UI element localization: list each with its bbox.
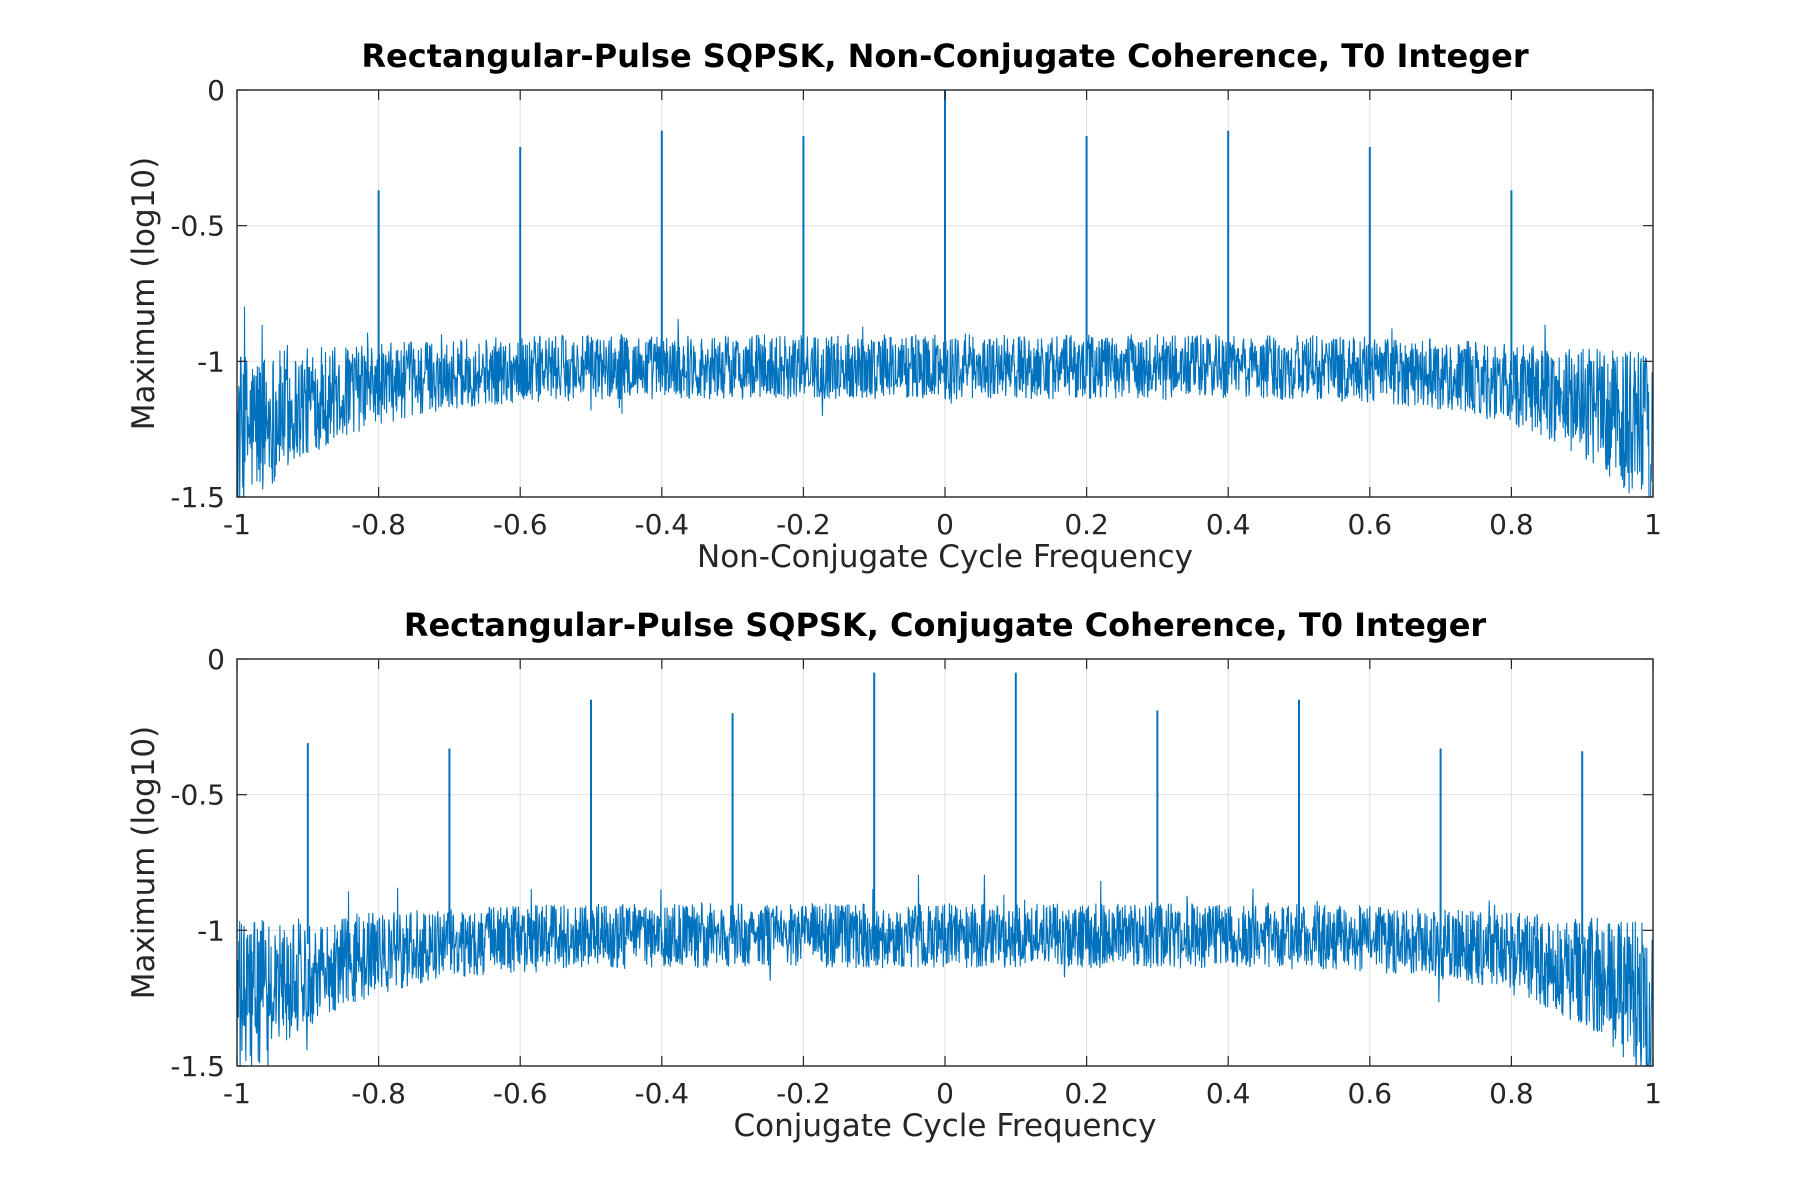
y-tick-label: 0 <box>207 74 225 107</box>
y-tick-label: 0 <box>207 643 225 676</box>
x-tick-label: -1 <box>223 508 251 541</box>
x-tick-label: 0.4 <box>1206 1077 1251 1110</box>
x-tick-label: 1 <box>1644 1077 1662 1110</box>
x-tick-label: 0 <box>936 1077 954 1110</box>
x-tick-label: -0.6 <box>493 1077 548 1110</box>
chart-title: Rectangular-Pulse SQPSK, Non-Conjugate C… <box>361 37 1528 75</box>
x-axis-label: Conjugate Cycle Frequency <box>734 1108 1157 1144</box>
x-axis-label: Non-Conjugate Cycle Frequency <box>697 539 1193 575</box>
x-tick-label: 0.6 <box>1348 508 1393 541</box>
chart-title: Rectangular-Pulse SQPSK, Conjugate Coher… <box>404 606 1487 644</box>
x-tick-label: -0.8 <box>351 1077 406 1110</box>
x-tick-label: -0.6 <box>493 508 548 541</box>
x-tick-label: -0.4 <box>634 508 689 541</box>
chart-panel-1: -1 -0.8 -0.6 -0.4 -0.2 0 0.2 0.4 0.6 0.8 10-0.5-1-… <box>126 37 1662 575</box>
x-tick-label: 0.8 <box>1489 1077 1534 1110</box>
y-axis-label: Maximum (log10) <box>126 726 162 1000</box>
y-axis-label: Maximum (log10) <box>126 157 162 431</box>
x-tick-label: 0.8 <box>1489 508 1534 541</box>
x-tick-label: -0.2 <box>776 1077 831 1110</box>
series-line-noise <box>237 874 1653 1066</box>
peaks <box>377 90 1513 375</box>
y-tick-label: -1 <box>197 345 225 378</box>
x-tick-label: 0.4 <box>1206 508 1251 541</box>
y-tick-label: -1.5 <box>170 481 225 514</box>
y-tick-label: -0.5 <box>170 779 225 812</box>
y-tick-label: -0.5 <box>170 210 225 243</box>
x-tick-label: -0.8 <box>351 508 406 541</box>
x-tick-label: -0.4 <box>634 1077 689 1110</box>
x-tick-label: 0.2 <box>1064 508 1109 541</box>
x-tick-label: 1 <box>1644 508 1662 541</box>
chart-panel-2: -1 -0.8 -0.6 -0.4 -0.2 0 0.2 0.4 0.6 0.8 10-0.5-1-… <box>126 606 1662 1144</box>
x-tick-label: -1 <box>223 1077 251 1110</box>
y-tick-label: -1.5 <box>170 1050 225 1083</box>
peaks <box>306 672 1584 944</box>
x-tick-label: 0 <box>936 508 954 541</box>
series-line-noise <box>237 306 1653 497</box>
x-tick-label: 0.2 <box>1064 1077 1109 1110</box>
y-tick-label: -1 <box>197 914 225 947</box>
x-tick-label: 0.6 <box>1348 1077 1393 1110</box>
x-tick-label: -0.2 <box>776 508 831 541</box>
